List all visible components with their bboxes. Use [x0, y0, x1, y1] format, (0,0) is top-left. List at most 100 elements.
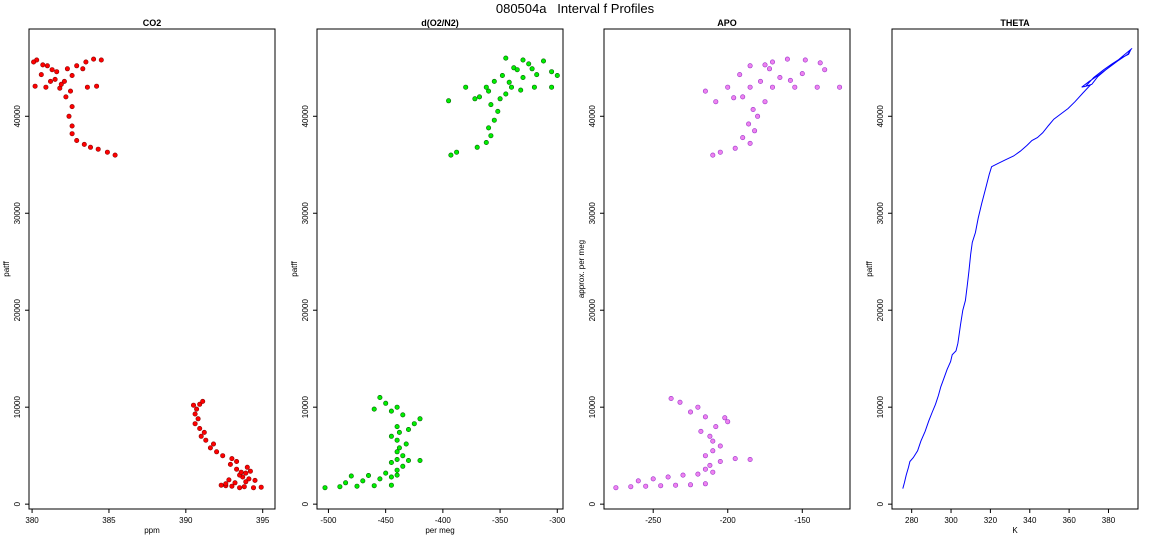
- data-point: [95, 146, 101, 152]
- data-point: [394, 424, 400, 430]
- data-point: [488, 102, 494, 108]
- data-point: [668, 395, 674, 401]
- data-point: [371, 406, 377, 412]
- data-point: [837, 84, 843, 90]
- x-axis-label: K: [1012, 526, 1018, 535]
- data-point: [200, 398, 206, 404]
- data-point: [503, 91, 509, 97]
- data-point: [769, 59, 775, 65]
- data-point: [680, 472, 686, 478]
- data-point: [702, 481, 708, 487]
- data-point: [80, 66, 86, 72]
- x-tick-label: 395: [256, 516, 270, 525]
- data-point: [58, 81, 64, 87]
- data-point: [635, 478, 641, 484]
- data-point: [337, 484, 343, 490]
- data-point: [747, 63, 753, 69]
- data-point: [377, 476, 383, 482]
- data-point: [400, 463, 406, 469]
- data-point: [112, 152, 118, 158]
- data-point: [192, 411, 198, 417]
- data-point: [454, 149, 460, 155]
- data-point: [747, 140, 753, 146]
- y-axis-label: patff: [290, 261, 299, 277]
- x-tick-label: 385: [102, 516, 116, 525]
- data-point: [214, 449, 220, 455]
- data-point: [628, 484, 634, 490]
- data-point: [69, 131, 75, 137]
- data-point: [799, 71, 805, 77]
- y-tick-label: 30000: [301, 202, 310, 225]
- data-point: [549, 69, 555, 75]
- data-point: [64, 66, 70, 72]
- data-point: [698, 428, 704, 434]
- data-point: [251, 485, 257, 491]
- data-point: [554, 73, 560, 79]
- data-point: [520, 75, 526, 81]
- data-point: [732, 456, 738, 462]
- x-tick-label: 280: [905, 516, 919, 525]
- y-axis-label: approx. per meg: [577, 240, 586, 298]
- data-point: [388, 408, 394, 414]
- data-point: [747, 84, 753, 90]
- data-point: [787, 77, 793, 83]
- data-point: [769, 84, 775, 90]
- data-point: [717, 443, 723, 449]
- data-point: [252, 477, 258, 483]
- data-point: [488, 133, 494, 139]
- data-point: [503, 55, 509, 61]
- data-point: [400, 412, 406, 418]
- data-point: [474, 144, 480, 150]
- panel-title: APO: [717, 18, 737, 28]
- data-point: [731, 95, 737, 101]
- y-tick-label: 20000: [588, 299, 597, 322]
- data-point: [74, 138, 80, 144]
- data-point: [687, 409, 693, 415]
- panel-title: d(O2/N2): [421, 18, 459, 28]
- data-point: [63, 94, 69, 100]
- data-point: [687, 482, 693, 488]
- data-point: [766, 66, 772, 72]
- data-point: [322, 485, 328, 491]
- y-tick-label: 20000: [13, 299, 22, 322]
- data-point: [94, 83, 100, 89]
- data-point: [506, 79, 512, 85]
- data-point: [725, 419, 731, 425]
- data-point: [613, 485, 619, 491]
- data-point: [702, 414, 708, 420]
- data-point: [710, 448, 716, 454]
- data-point: [499, 73, 505, 79]
- data-point: [234, 458, 240, 464]
- y-axis-label: patff: [865, 261, 874, 277]
- data-point: [365, 472, 371, 478]
- y-tick-label: 0: [588, 501, 597, 506]
- data-point: [396, 445, 402, 451]
- data-point: [702, 466, 708, 472]
- data-point: [529, 66, 535, 72]
- data-point: [192, 421, 198, 427]
- data-point: [388, 482, 394, 488]
- data-point: [88, 144, 94, 150]
- data-point: [792, 84, 798, 90]
- data-point: [52, 76, 58, 82]
- data-point: [243, 470, 249, 476]
- data-point: [814, 84, 820, 90]
- data-point: [220, 453, 226, 459]
- plot-frame: [891, 28, 1139, 510]
- data-point: [47, 78, 53, 84]
- y-axis-label: patff: [2, 261, 11, 277]
- x-axis-label: ppm: [144, 526, 160, 535]
- data-point: [69, 73, 75, 79]
- data-point: [740, 94, 746, 100]
- data-point: [643, 483, 649, 489]
- y-tick-label: 40000: [876, 105, 885, 128]
- data-point: [762, 99, 768, 105]
- data-point: [448, 152, 454, 158]
- data-point: [201, 429, 207, 435]
- data-point: [232, 480, 238, 486]
- theta-profile-line: [902, 48, 1133, 489]
- y-tick-label: 40000: [301, 105, 310, 128]
- data-point: [417, 457, 423, 463]
- data-point: [348, 473, 354, 479]
